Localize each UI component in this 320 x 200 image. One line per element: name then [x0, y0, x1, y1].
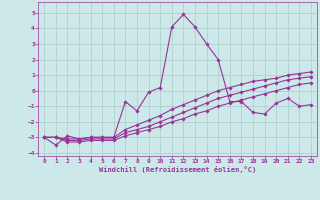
X-axis label: Windchill (Refroidissement éolien,°C): Windchill (Refroidissement éolien,°C): [99, 166, 256, 173]
